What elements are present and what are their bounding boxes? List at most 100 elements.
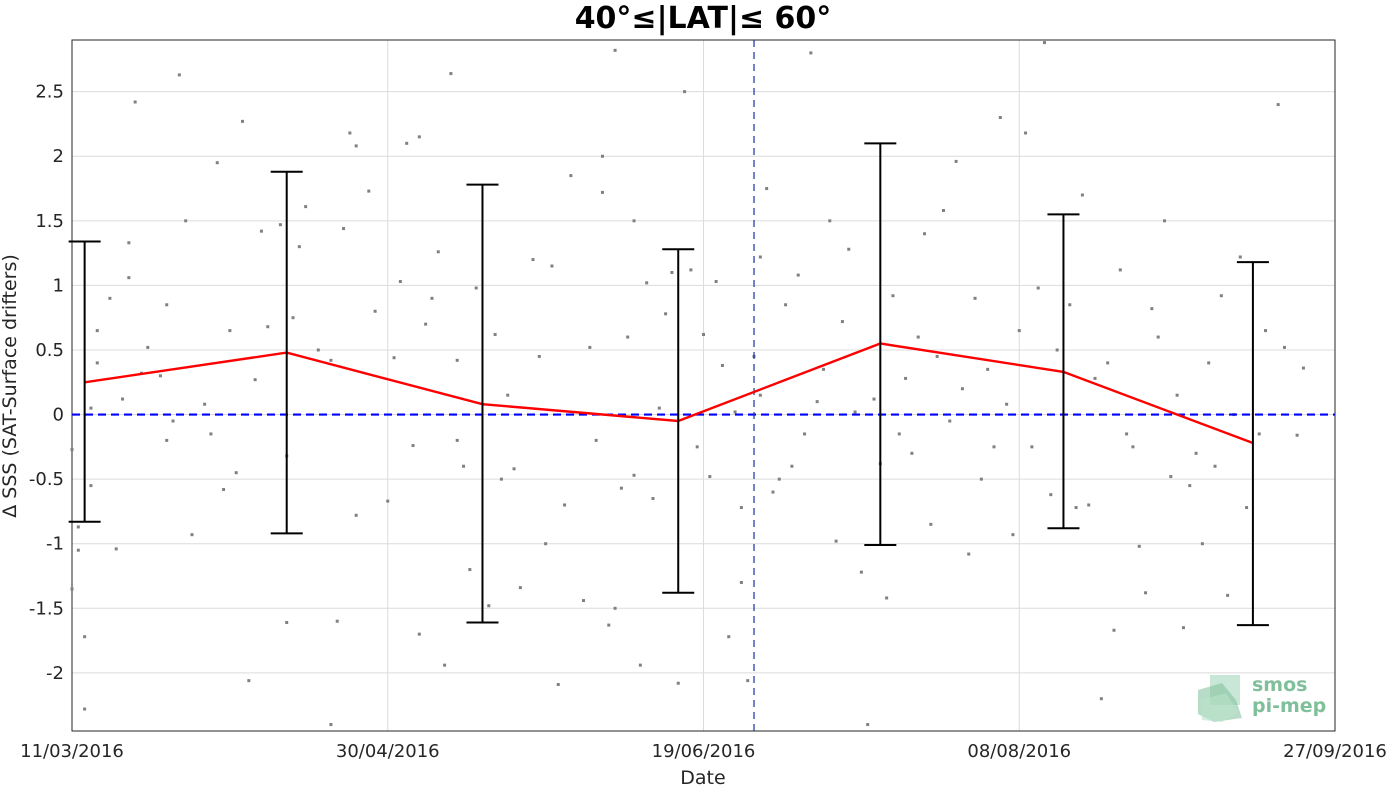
scatter-point xyxy=(1055,348,1059,352)
scatter-point xyxy=(1144,591,1148,595)
scatter-point xyxy=(392,356,396,360)
scatter-point xyxy=(449,72,453,76)
scatter-point xyxy=(70,587,74,591)
scatter-point xyxy=(1188,484,1192,488)
scatter-point xyxy=(1257,432,1261,436)
scatter-point xyxy=(165,438,169,442)
scatter-point xyxy=(834,539,838,543)
y-tick-label: -1 xyxy=(46,534,64,555)
scatter-point xyxy=(133,100,137,104)
scatter-point xyxy=(986,367,990,371)
scatter-point xyxy=(588,345,592,349)
scatter-point xyxy=(348,131,352,135)
scatter-point xyxy=(411,444,415,448)
scatter-point xyxy=(253,378,257,382)
scatter-point xyxy=(960,387,964,391)
scatter-point xyxy=(935,354,939,358)
scatter-point xyxy=(1131,445,1135,449)
scatter-point xyxy=(632,219,636,223)
scatter-point xyxy=(1194,451,1198,455)
scatter-point xyxy=(954,159,958,163)
scatter-point xyxy=(1169,475,1173,479)
scatter-point xyxy=(866,723,870,727)
scatter-point xyxy=(758,393,762,397)
scatter-point xyxy=(1030,445,1034,449)
scatter-point xyxy=(455,438,459,442)
scatter-point xyxy=(455,358,459,362)
scatter-point xyxy=(777,477,781,481)
y-tick-label: 1 xyxy=(53,275,64,296)
scatter-point xyxy=(727,635,731,639)
scatter-point xyxy=(815,400,819,404)
scatter-point xyxy=(266,325,270,329)
scatter-points xyxy=(70,41,1305,727)
scatter-point xyxy=(468,568,472,572)
x-tick-label: 27/09/2016 xyxy=(1283,741,1387,762)
scatter-point xyxy=(1301,366,1305,370)
scatter-point xyxy=(1017,329,1021,333)
scatter-point xyxy=(626,335,630,339)
y-tick-labels: -2 -1.5 -1 -0.5 0 0.5 1 1.5 2 2.5 xyxy=(29,82,64,684)
scatter-point xyxy=(177,73,181,77)
scatter-point xyxy=(405,141,409,145)
scatter-point xyxy=(790,464,794,468)
scatter-point xyxy=(645,281,649,285)
scatter-point xyxy=(657,406,661,410)
scatter-point xyxy=(923,232,927,236)
scatter-point xyxy=(1219,294,1223,298)
scatter-point xyxy=(992,445,996,449)
scatter-point xyxy=(910,451,914,455)
scatter-point xyxy=(443,663,447,667)
scatter-point xyxy=(1226,593,1230,597)
scatter-point xyxy=(512,467,516,471)
scatter-point xyxy=(872,397,876,401)
scatter-point xyxy=(165,303,169,307)
scatter-point xyxy=(259,229,263,233)
scatter-point xyxy=(95,361,99,365)
logo-text-smos: smos xyxy=(1252,674,1307,696)
scatter-point xyxy=(386,499,390,503)
plot-area-border xyxy=(71,39,1336,732)
x-tick-label: 08/08/2016 xyxy=(967,741,1071,762)
scatter-point xyxy=(70,447,74,451)
scatter-point xyxy=(76,525,80,529)
scatter-point xyxy=(1099,697,1103,701)
scatter-point xyxy=(1024,131,1028,135)
scatter-point xyxy=(114,547,118,551)
scatter-point xyxy=(241,119,245,123)
chart-title: 40°≤|LAT|≤ 60° xyxy=(575,1,832,36)
scatter-point xyxy=(670,270,674,274)
scatter-point xyxy=(278,223,282,227)
scatter-point xyxy=(462,464,466,468)
scatter-point xyxy=(1295,433,1299,437)
scatter-point xyxy=(891,294,895,298)
scatter-point xyxy=(342,227,346,231)
scatter-point xyxy=(664,312,668,316)
scatter-point xyxy=(594,438,598,442)
scatter-point xyxy=(1080,193,1084,197)
scatter-point xyxy=(695,445,699,449)
scatter-point xyxy=(1049,493,1053,497)
scatter-point xyxy=(1276,103,1280,107)
scatter-point xyxy=(600,154,604,158)
scatter-point xyxy=(941,208,945,212)
scatter-point xyxy=(291,316,295,320)
reference-lines xyxy=(72,40,1335,731)
scatter-point xyxy=(417,632,421,636)
scatter-point xyxy=(897,432,901,436)
scatter-point xyxy=(840,320,844,324)
scatter-point xyxy=(83,635,87,639)
logo-text-pimep: pi-mep xyxy=(1252,695,1326,717)
scatter-point xyxy=(632,473,636,477)
scatter-point xyxy=(209,432,213,436)
scatter-point xyxy=(828,219,832,223)
scatter-point xyxy=(733,410,737,414)
scatter-point xyxy=(1087,503,1091,507)
scatter-point xyxy=(1125,432,1129,436)
scatter-point xyxy=(1213,464,1217,468)
scatter-point xyxy=(89,406,93,410)
scatter-point xyxy=(1011,533,1015,537)
scatter-point xyxy=(1207,361,1211,365)
logo: smos pi-mep xyxy=(1198,674,1326,722)
scatter-point xyxy=(247,679,251,683)
